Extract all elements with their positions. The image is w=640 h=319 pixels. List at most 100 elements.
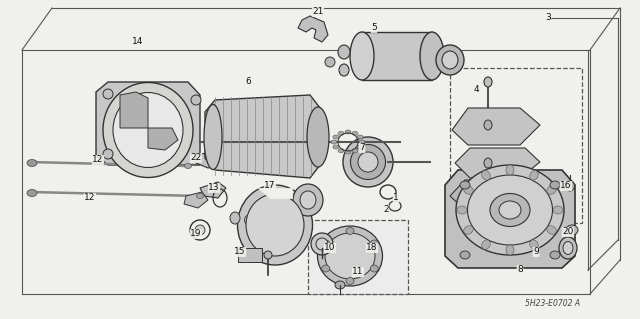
Ellipse shape — [352, 149, 358, 153]
Polygon shape — [205, 95, 320, 178]
Ellipse shape — [463, 226, 473, 234]
Ellipse shape — [350, 32, 374, 80]
Text: 17: 17 — [264, 182, 276, 190]
Ellipse shape — [359, 140, 365, 144]
Ellipse shape — [300, 191, 316, 209]
Ellipse shape — [351, 145, 385, 180]
Text: 20: 20 — [563, 227, 573, 236]
Ellipse shape — [27, 160, 37, 167]
Ellipse shape — [346, 227, 354, 234]
Text: 5: 5 — [371, 24, 377, 33]
Ellipse shape — [550, 181, 560, 189]
Ellipse shape — [530, 171, 538, 180]
Polygon shape — [200, 182, 226, 198]
Text: 5H23-E0702 A: 5H23-E0702 A — [525, 299, 580, 308]
Text: 1: 1 — [393, 194, 399, 203]
Ellipse shape — [343, 137, 393, 187]
Ellipse shape — [339, 64, 349, 76]
Ellipse shape — [358, 152, 378, 172]
Polygon shape — [452, 108, 540, 145]
Ellipse shape — [244, 216, 252, 225]
Text: 18: 18 — [366, 243, 378, 253]
Text: 2: 2 — [383, 205, 389, 214]
Text: 3: 3 — [545, 13, 551, 23]
Text: 11: 11 — [352, 268, 364, 277]
Ellipse shape — [103, 89, 113, 99]
Ellipse shape — [442, 51, 458, 69]
Ellipse shape — [345, 150, 351, 154]
Ellipse shape — [436, 45, 464, 75]
Text: 9: 9 — [533, 248, 539, 256]
Ellipse shape — [467, 175, 552, 245]
Text: 12: 12 — [84, 194, 96, 203]
Polygon shape — [196, 152, 220, 168]
Ellipse shape — [457, 206, 467, 214]
Ellipse shape — [307, 107, 329, 167]
Ellipse shape — [506, 245, 514, 255]
Ellipse shape — [357, 145, 363, 149]
Ellipse shape — [484, 77, 492, 87]
Text: 15: 15 — [234, 248, 246, 256]
Ellipse shape — [482, 240, 490, 249]
Polygon shape — [298, 16, 328, 42]
Ellipse shape — [322, 240, 330, 247]
Ellipse shape — [103, 83, 193, 177]
Polygon shape — [120, 92, 148, 128]
Polygon shape — [258, 188, 292, 198]
Text: 13: 13 — [208, 183, 220, 192]
Ellipse shape — [333, 135, 339, 139]
Ellipse shape — [346, 278, 354, 285]
Ellipse shape — [191, 95, 201, 105]
Text: 22: 22 — [190, 153, 202, 162]
Ellipse shape — [460, 251, 470, 259]
Text: 4: 4 — [473, 85, 479, 94]
Ellipse shape — [463, 186, 473, 194]
Ellipse shape — [195, 225, 205, 235]
Ellipse shape — [357, 135, 363, 139]
Ellipse shape — [499, 201, 521, 219]
Polygon shape — [362, 32, 432, 80]
Ellipse shape — [420, 32, 444, 80]
Polygon shape — [184, 192, 208, 208]
Ellipse shape — [371, 265, 378, 272]
Ellipse shape — [196, 194, 204, 198]
Bar — [308, 220, 408, 294]
Text: 7: 7 — [359, 144, 365, 152]
Text: 12: 12 — [92, 155, 104, 165]
Ellipse shape — [27, 189, 37, 197]
Ellipse shape — [490, 194, 530, 226]
Ellipse shape — [325, 233, 375, 279]
Polygon shape — [148, 128, 178, 150]
Ellipse shape — [335, 281, 345, 289]
Ellipse shape — [293, 184, 323, 216]
Ellipse shape — [325, 57, 335, 67]
Ellipse shape — [316, 238, 328, 250]
Ellipse shape — [559, 237, 577, 259]
Polygon shape — [96, 82, 200, 165]
Ellipse shape — [338, 131, 344, 135]
Ellipse shape — [103, 149, 113, 159]
Ellipse shape — [311, 233, 333, 255]
Bar — [238, 248, 262, 262]
Text: 19: 19 — [190, 229, 202, 239]
Ellipse shape — [317, 226, 383, 286]
Ellipse shape — [338, 149, 344, 153]
Ellipse shape — [547, 226, 556, 234]
Ellipse shape — [547, 186, 556, 194]
Ellipse shape — [331, 140, 337, 144]
Ellipse shape — [484, 120, 492, 130]
Ellipse shape — [484, 158, 492, 168]
Text: 10: 10 — [324, 243, 336, 253]
Ellipse shape — [482, 171, 490, 180]
Ellipse shape — [550, 251, 560, 259]
Ellipse shape — [237, 185, 312, 265]
Ellipse shape — [566, 225, 578, 235]
Polygon shape — [445, 170, 575, 268]
Text: 21: 21 — [312, 8, 324, 17]
Ellipse shape — [345, 130, 351, 134]
Ellipse shape — [204, 105, 222, 169]
Ellipse shape — [563, 241, 573, 255]
Text: 8: 8 — [517, 265, 523, 275]
Text: 14: 14 — [132, 38, 144, 47]
Polygon shape — [450, 180, 530, 210]
